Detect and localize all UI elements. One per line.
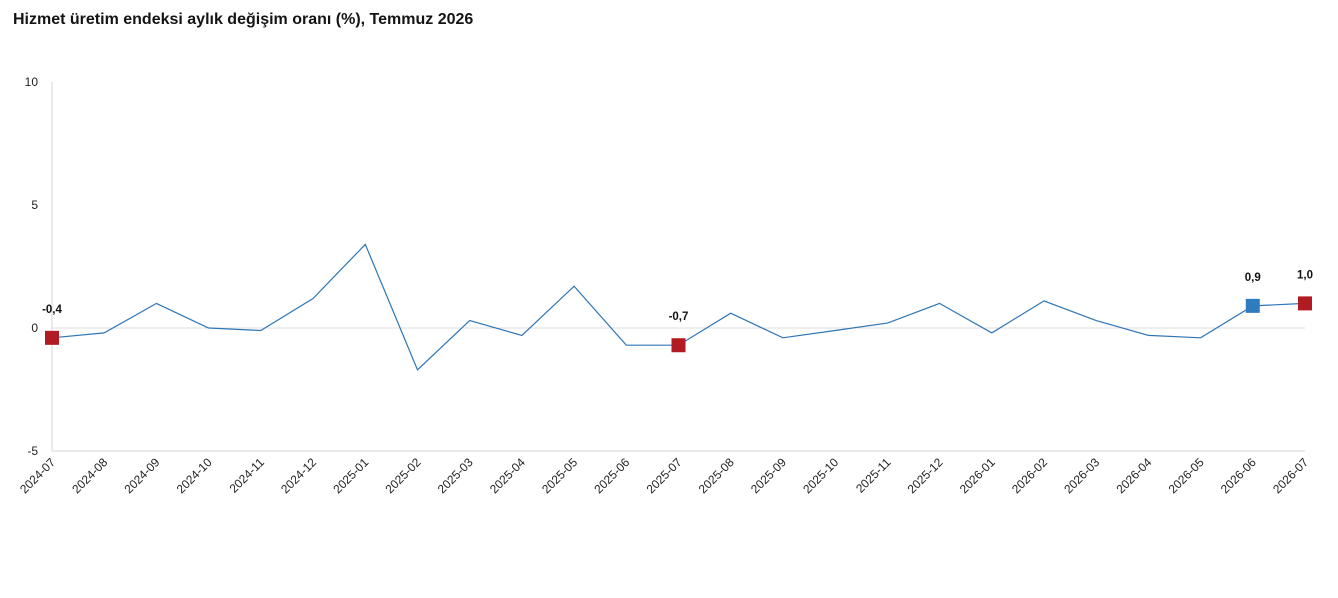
x-tick-label: 2025-12 [905,455,946,496]
data-point [468,319,472,323]
data-point [624,343,628,347]
data-label: -0,4 [42,304,62,316]
data-point [781,336,785,340]
data-label: 0,9 [1245,272,1261,284]
data-point [938,301,942,305]
data-point [572,284,576,288]
data-label: -0,7 [669,311,689,323]
data-point [833,328,837,332]
highlight-marker [45,330,59,345]
data-point [1094,319,1098,323]
x-tick-label: 2025-06 [591,455,632,496]
x-tick-label: 2026-01 [957,455,998,496]
data-point [415,368,419,372]
x-tick-label: 2026-07 [1270,455,1311,496]
highlight-marker [1245,298,1260,313]
x-tick-label: 2024-07 [17,455,58,496]
series-layer [51,242,1306,372]
x-tick-label: 2026-05 [1166,455,1207,496]
x-tick-label: 2025-04 [487,455,528,496]
x-tick-label: 2025-07 [644,455,685,496]
x-tick-label: 2026-04 [1113,455,1154,496]
data-point [1042,299,1046,303]
data-point [729,311,733,315]
x-tick-label: 2024-10 [174,455,215,496]
x-tick-label: 2025-10 [800,455,841,496]
x-tick-label: 2024-08 [69,455,110,496]
y-tick-label: 0 [31,321,38,335]
data-point [520,333,524,337]
chart-title: Hizmet üretim endeksi aylık değişim oran… [13,11,474,28]
x-tick-label: 2024-11 [227,455,268,496]
data-point [154,301,158,305]
x-tick-label: 2025-02 [383,455,424,496]
x-tick-label: 2025-09 [748,455,789,496]
data-point [363,242,367,246]
data-point [1199,336,1203,340]
axes: -5 0 5 10 2024-07 2024-08 2024-09 2024-10 2024-1… [17,75,1311,496]
x-tick-label: 2024-12 [278,455,319,496]
x-tick-label: 2025-05 [539,455,580,496]
highlight-marker [1298,296,1312,311]
x-tick-label: 2025-11 [853,455,894,496]
data-point [102,331,106,335]
data-label: 1,0 [1297,269,1313,281]
data-point [207,326,211,330]
y-tick-label: 5 [31,198,38,212]
highlight-markers: -0,4 -0,7 0,9 1,0 [42,269,1313,353]
data-point [259,328,263,332]
data-point [311,296,315,300]
x-tick-label: 2025-08 [696,455,737,496]
x-tick-label: 2025-03 [435,455,476,496]
y-tick-label: 10 [25,75,39,89]
x-tick-label: 2026-02 [1009,455,1050,496]
highlight-marker [671,338,686,353]
x-tick-label: 2025-01 [330,455,371,496]
x-tick-label: 2026-06 [1218,455,1259,496]
x-tick-label: 2026-03 [1061,455,1102,496]
data-point [885,321,889,325]
data-point [990,331,994,335]
y-tick-label: -5 [27,444,38,458]
x-tick-label: 2024-09 [121,455,162,496]
data-point [1146,333,1150,337]
